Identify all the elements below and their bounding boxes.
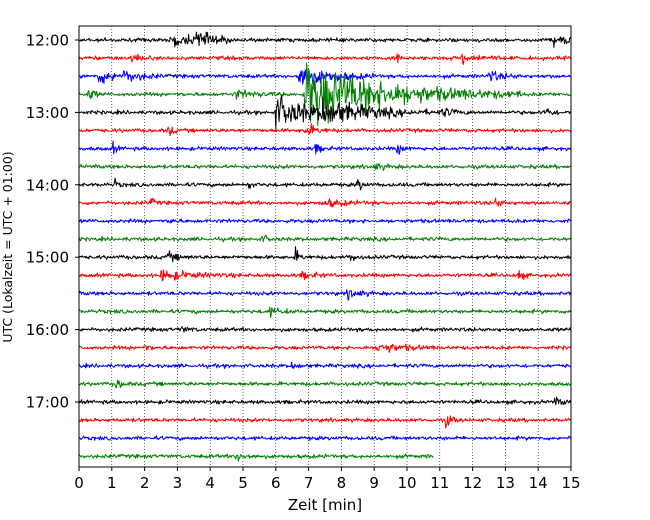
trace-12:15 [78,53,572,65]
y-tick-label-15:00: 15:00 [26,249,69,267]
x-tick-label-1: 1 [107,474,117,492]
trace-13:45 [78,162,572,171]
x-tick-label-2: 2 [140,474,150,492]
x-tick-label-9: 9 [369,474,379,492]
trace-13:00 [78,95,572,130]
x-tick-label-6: 6 [271,474,281,492]
x-tick-label-7: 7 [304,474,314,492]
trace-15:30 [78,289,572,301]
x-tick-label-11: 11 [430,474,449,492]
trace-17:00 [78,396,572,406]
trace-13:15 [78,123,572,137]
plot-frame [78,25,572,468]
trace-17:45 [78,453,434,462]
x-tick-label-5: 5 [238,474,248,492]
x-tick-label-10: 10 [397,474,416,492]
x-tick-label-8: 8 [337,474,347,492]
trace-16:45 [78,379,572,389]
x-tick-label-12: 12 [463,474,482,492]
x-tick-label-3: 3 [173,474,183,492]
trace-12:45 [78,62,572,127]
y-tick-label-14:00: 14:00 [26,176,69,194]
trace-16:30 [78,361,572,369]
y-axis-label: UTC (Lokalzeit = UTC + 01:00) [0,151,15,342]
trace-17:15 [78,415,572,429]
trace-14:45 [78,234,572,243]
trace-15:15 [78,269,572,282]
x-tick-label-15: 15 [561,474,580,492]
y-tick-label-12:00: 12:00 [26,32,69,50]
trace-14:30 [78,218,572,224]
trace-13:30 [78,140,572,155]
x-tick-label-14: 14 [529,474,548,492]
x-tick-label-4: 4 [205,474,215,492]
trace-15:00 [78,246,572,263]
trace-17:30 [78,435,572,441]
trace-12:00 [78,31,572,48]
x-axis-ticks: 0 1 2 3 4 5 6 7 8 9 10 11 12 13 14 15 [74,467,581,492]
seismogram-traces [78,31,572,462]
y-tick-label-13:00: 13:00 [26,104,69,122]
trace-14:15 [78,197,572,208]
trace-12:30 [78,69,572,88]
trace-16:15 [78,343,572,353]
x-tick-label-0: 0 [74,474,84,492]
x-axis-label: Zeit [min] [288,496,362,514]
y-tick-label-16:00: 16:00 [26,321,69,339]
y-axis-ticks: 12:00 13:00 14:00 15:00 16:00 17:00 [26,32,79,412]
y-tick-label-17:00: 17:00 [26,394,69,412]
x-tick-label-13: 13 [496,474,515,492]
trace-15:45 [78,306,572,318]
trace-14:00 [78,177,572,191]
trace-16:00 [78,326,572,333]
